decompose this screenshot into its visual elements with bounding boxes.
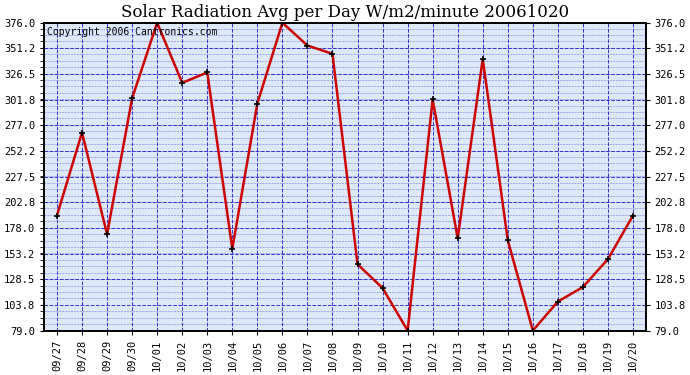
- Text: Copyright 2006 Cantronics.com: Copyright 2006 Cantronics.com: [48, 27, 218, 38]
- Title: Solar Radiation Avg per Day W/m2/minute 20061020: Solar Radiation Avg per Day W/m2/minute …: [121, 4, 569, 21]
